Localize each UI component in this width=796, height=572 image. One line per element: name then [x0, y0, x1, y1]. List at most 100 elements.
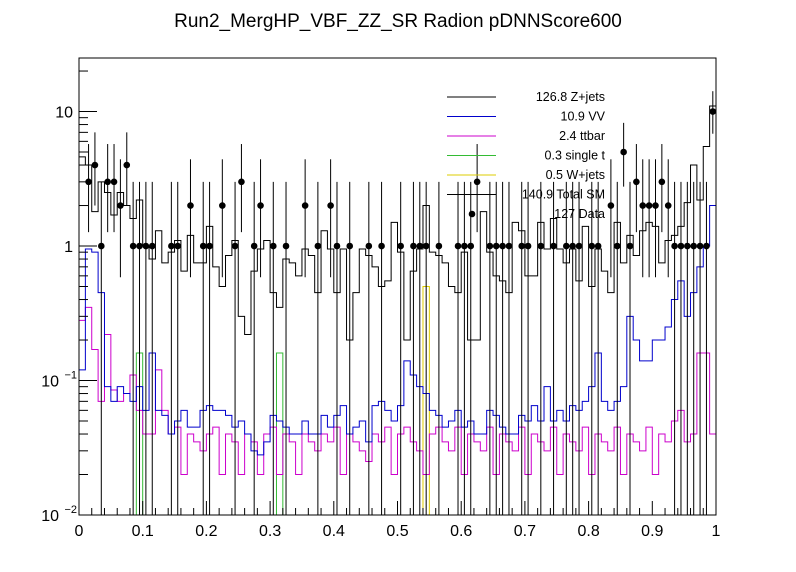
data-point — [473, 144, 481, 233]
data-marker — [168, 242, 175, 250]
data-marker — [454, 242, 462, 250]
data-point — [671, 181, 678, 515]
x-tick-label: 0.6 — [450, 523, 472, 540]
data-point — [142, 181, 150, 515]
legend-entry-127-data: 127 Data — [468, 207, 605, 221]
data-point — [327, 159, 334, 278]
data-marker — [327, 202, 334, 209]
legend-label: 140.9 Total SM — [522, 188, 605, 202]
legend-marker — [468, 210, 476, 218]
data-marker — [219, 202, 226, 209]
data-points-layer — [85, 91, 717, 515]
x-tick-label: 0.3 — [259, 523, 281, 540]
data-marker — [626, 242, 634, 250]
data-point — [652, 159, 659, 278]
data-point — [104, 144, 111, 233]
data-point — [187, 159, 194, 278]
data-marker — [499, 242, 506, 250]
data-point — [206, 181, 213, 515]
data-point — [117, 159, 124, 278]
x-tick-label: 0.4 — [323, 523, 345, 540]
data-point — [110, 144, 118, 233]
data-marker — [492, 242, 500, 250]
data-point — [633, 144, 640, 233]
legend-entry-0-5-w-jets: 0.5 W+jets — [447, 168, 605, 182]
data-marker — [97, 242, 105, 250]
data-point — [709, 91, 717, 134]
y-tick-exponent: −1 — [64, 370, 77, 382]
data-point — [664, 159, 672, 278]
legend-label: 10.9 VV — [561, 110, 606, 124]
data-marker — [346, 242, 354, 250]
data-point — [314, 181, 322, 515]
data-point — [238, 144, 245, 233]
series-ttbar — [78, 306, 717, 515]
x-tick-label: 0.2 — [195, 523, 217, 540]
data-marker — [594, 242, 602, 250]
data-point — [505, 181, 513, 515]
data-marker — [518, 242, 526, 250]
data-point — [658, 144, 666, 233]
data-marker — [231, 242, 239, 250]
data-point — [499, 181, 506, 515]
x-tick-label: 0 — [75, 523, 84, 540]
data-marker — [709, 108, 717, 115]
series-total-sm — [78, 105, 717, 515]
data-point — [269, 181, 277, 515]
data-marker — [110, 178, 118, 186]
data-marker — [104, 178, 111, 186]
data-marker — [613, 242, 621, 250]
legend: 126.8 Z+jets 10.9 VV 2.4 ttbar 0.3 single t… — [447, 90, 606, 221]
data-point — [684, 181, 691, 515]
x-tick-label: 0.5 — [386, 523, 408, 540]
data-marker — [639, 202, 647, 209]
data-point — [365, 181, 373, 515]
data-point — [461, 181, 468, 515]
data-point — [594, 181, 602, 515]
legend-label: 0.3 single t — [545, 149, 606, 163]
data-point — [454, 181, 462, 515]
legend-entry-140-9-total-sm: 140.9 Total SM — [447, 188, 605, 202]
data-marker — [378, 242, 385, 250]
data-point — [467, 181, 475, 515]
data-marker — [422, 242, 430, 250]
data-marker — [569, 242, 576, 250]
data-point — [148, 181, 156, 515]
data-marker — [174, 242, 182, 250]
y-tick-label: 10 — [41, 508, 59, 525]
data-point — [607, 159, 615, 278]
data-point — [168, 181, 175, 515]
x-tick-label: 0.8 — [577, 523, 599, 540]
data-marker — [684, 242, 691, 250]
data-marker — [410, 242, 417, 250]
data-point — [85, 144, 92, 233]
y-tick-exponent: −2 — [64, 504, 77, 516]
data-marker — [142, 242, 150, 250]
data-point — [301, 159, 309, 278]
data-marker — [620, 148, 627, 156]
data-marker — [187, 202, 194, 209]
histogram-layer — [78, 105, 717, 516]
data-marker — [257, 202, 264, 209]
data-point — [486, 181, 494, 515]
data-marker — [607, 202, 615, 209]
data-point — [677, 181, 685, 515]
y-axis: 10 1 10 −1 10 −2 — [41, 70, 97, 525]
data-marker — [206, 242, 213, 250]
x-tick-label: 0.7 — [514, 523, 536, 540]
legend-label: 0.5 W+jets — [546, 168, 605, 182]
data-point — [422, 181, 430, 515]
data-marker — [486, 242, 494, 250]
data-point — [550, 181, 557, 515]
data-point — [575, 181, 583, 515]
data-marker — [671, 242, 678, 250]
data-point — [250, 181, 258, 515]
legend-entry-126-8-z-jets: 126.8 Z+jets — [447, 90, 605, 104]
data-point — [524, 181, 532, 515]
data-marker — [435, 242, 443, 250]
data-point — [645, 159, 653, 278]
data-point — [97, 181, 105, 515]
legend-entry-10-9-vv: 10.9 VV — [447, 110, 606, 124]
data-point — [199, 181, 207, 515]
data-marker — [467, 242, 475, 250]
